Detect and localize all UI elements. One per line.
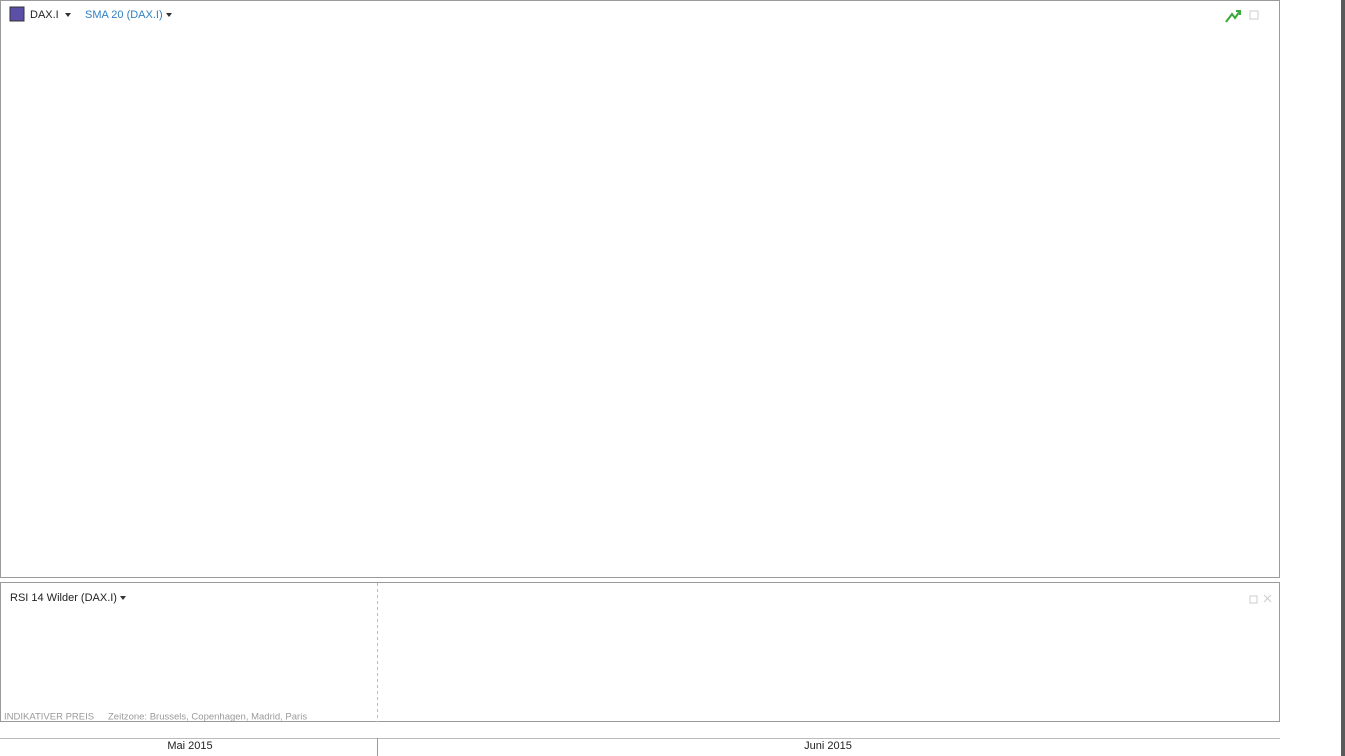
rsi-title[interactable]: RSI 14 Wilder (DAX.I) xyxy=(10,592,117,604)
month-label: Juni 2015 xyxy=(804,740,852,752)
footer-timezone: Zeitzone: Brussels, Copenhagen, Madrid, … xyxy=(108,712,307,723)
indicator-label[interactable]: SMA 20 (DAX.I) xyxy=(85,9,163,21)
window-border xyxy=(1341,0,1345,756)
rsi-panel-frame xyxy=(0,582,1280,722)
instrument-icon[interactable] xyxy=(9,6,25,22)
dropdown-arrow[interactable] xyxy=(65,13,71,17)
trend-icon[interactable] xyxy=(1225,10,1241,23)
window-button[interactable] xyxy=(1249,595,1258,604)
close-button[interactable] xyxy=(1263,594,1272,603)
dropdown-arrow[interactable] xyxy=(166,13,172,17)
footer-note: INDIKATIVER PREIS xyxy=(4,712,94,723)
instrument-title[interactable]: DAX.I xyxy=(30,9,59,21)
window-button[interactable] xyxy=(1249,10,1259,20)
main-panel-frame xyxy=(0,0,1280,578)
month-label: Mai 2015 xyxy=(167,740,212,752)
dropdown-arrow[interactable] xyxy=(120,596,126,600)
